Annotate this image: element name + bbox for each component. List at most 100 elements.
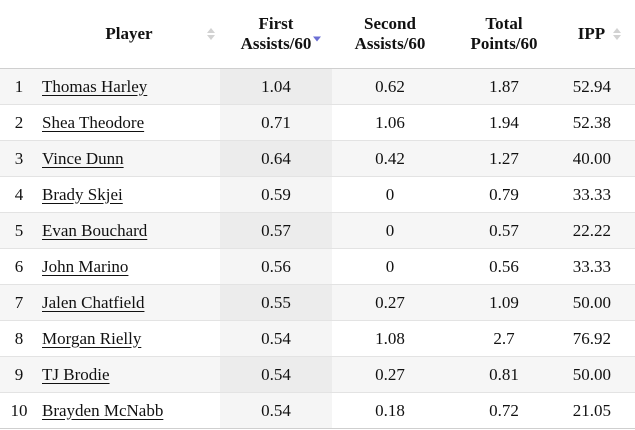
table-header-row: Player First Assists/60 [0,0,635,69]
second-assists-column-header[interactable]: Second Assists/60 [332,0,448,69]
sort-desc-icon [613,35,622,40]
total-points-cell: 1.94 [448,104,560,141]
total-points-cell: 1.27 [448,140,560,177]
sort-desc-active-icon[interactable] [313,36,322,42]
ipp-cell: 33.33 [560,176,635,213]
second-assists-header-line1: Second [364,14,416,33]
rank-cell: 10 [0,392,38,429]
ipp-column-header[interactable]: IPP [560,0,635,69]
player-link[interactable]: Brady Skjei [42,184,123,204]
rank-cell: 1 [0,68,38,105]
second-assists-cell: 0 [332,248,448,285]
rank-cell: 6 [0,248,38,285]
ipp-cell: 22.22 [560,212,635,249]
total-points-cell: 2.7 [448,320,560,357]
table-row: 9 TJ Brodie 0.54 0.27 0.81 50.00 [0,356,635,393]
table-row: 2 Shea Theodore 0.71 1.06 1.94 52.38 [0,104,635,141]
first-assists-cell: 0.71 [220,104,332,141]
rank-cell: 8 [0,320,38,357]
first-assists-header-line1: First [258,14,294,33]
sort-desc-icon [313,36,322,42]
player-link[interactable]: Brayden McNabb [42,400,164,420]
ipp-header-label: IPP [577,24,606,43]
total-points-cell: 0.72 [448,392,560,429]
player-cell: Brady Skjei [38,176,220,213]
player-cell: John Marino [38,248,220,285]
ipp-cell: 50.00 [560,356,635,393]
player-cell: Jalen Chatfield [38,284,220,321]
rank-cell: 5 [0,212,38,249]
ipp-cell: 52.94 [560,68,635,105]
rank-cell: 2 [0,104,38,141]
ipp-cell: 76.92 [560,320,635,357]
total-points-header-line2: Points/60 [470,34,538,53]
second-assists-cell: 0.42 [332,140,448,177]
player-link[interactable]: Thomas Harley [42,76,148,96]
second-assists-cell: 0 [332,176,448,213]
player-cell: Brayden McNabb [38,392,220,429]
second-assists-cell: 1.06 [332,104,448,141]
total-points-cell: 0.81 [448,356,560,393]
second-assists-cell: 0.27 [332,284,448,321]
ipp-cell: 52.38 [560,104,635,141]
player-link[interactable]: John Marino [42,256,129,276]
player-column-header[interactable]: Player [38,0,220,69]
player-link[interactable]: TJ Brodie [42,364,110,384]
player-link[interactable]: Jalen Chatfield [42,292,145,312]
player-cell: Shea Theodore [38,104,220,141]
first-assists-cell: 0.56 [220,248,332,285]
second-assists-cell: 1.08 [332,320,448,357]
rank-cell: 9 [0,356,38,393]
total-points-cell: 1.87 [448,68,560,105]
first-assists-column-header[interactable]: First Assists/60 [220,0,332,69]
total-points-column-header[interactable]: Total Points/60 [448,0,560,69]
player-link[interactable]: Evan Bouchard [42,220,148,240]
first-assists-cell: 0.54 [220,320,332,357]
second-assists-cell: 0.62 [332,68,448,105]
table-row: 5 Evan Bouchard 0.57 0 0.57 22.22 [0,212,635,249]
total-points-cell: 0.79 [448,176,560,213]
player-cell: Vince Dunn [38,140,220,177]
second-assists-header-line2: Assists/60 [354,34,426,53]
first-assists-cell: 0.57 [220,212,332,249]
first-assists-cell: 0.59 [220,176,332,213]
table-row: 8 Morgan Rielly 0.54 1.08 2.7 76.92 [0,320,635,357]
rank-header [0,0,38,69]
player-cell: TJ Brodie [38,356,220,393]
second-assists-cell: 0.27 [332,356,448,393]
second-assists-cell: 0.18 [332,392,448,429]
sort-icon[interactable] [613,28,622,40]
second-assists-cell: 0 [332,212,448,249]
first-assists-cell: 0.55 [220,284,332,321]
player-cell: Evan Bouchard [38,212,220,249]
total-points-cell: 0.57 [448,212,560,249]
sort-asc-icon [613,28,622,33]
first-assists-header-line2: Assists/60 [240,34,312,53]
player-link[interactable]: Morgan Rielly [42,328,142,348]
table-row: 4 Brady Skjei 0.59 0 0.79 33.33 [0,176,635,213]
ipp-cell: 21.05 [560,392,635,429]
first-assists-cell: 0.64 [220,140,332,177]
total-points-cell: 1.09 [448,284,560,321]
first-assists-cell: 1.04 [220,68,332,105]
player-link[interactable]: Shea Theodore [42,112,145,132]
rank-cell: 4 [0,176,38,213]
ipp-cell: 40.00 [560,140,635,177]
total-points-cell: 0.56 [448,248,560,285]
total-points-header-line1: Total [485,14,523,33]
sort-asc-icon [206,28,215,33]
player-link[interactable]: Vince Dunn [42,148,124,168]
table-row: 7 Jalen Chatfield 0.55 0.27 1.09 50.00 [0,284,635,321]
table-row: 6 John Marino 0.56 0 0.56 33.33 [0,248,635,285]
player-cell: Thomas Harley [38,68,220,105]
first-assists-cell: 0.54 [220,356,332,393]
rank-cell: 7 [0,284,38,321]
rank-cell: 3 [0,140,38,177]
player-header-label: Player [105,24,153,43]
table-row: 3 Vince Dunn 0.64 0.42 1.27 40.00 [0,140,635,177]
table-bottom-border [0,428,635,429]
sort-icon[interactable] [206,28,215,40]
player-cell: Morgan Rielly [38,320,220,357]
